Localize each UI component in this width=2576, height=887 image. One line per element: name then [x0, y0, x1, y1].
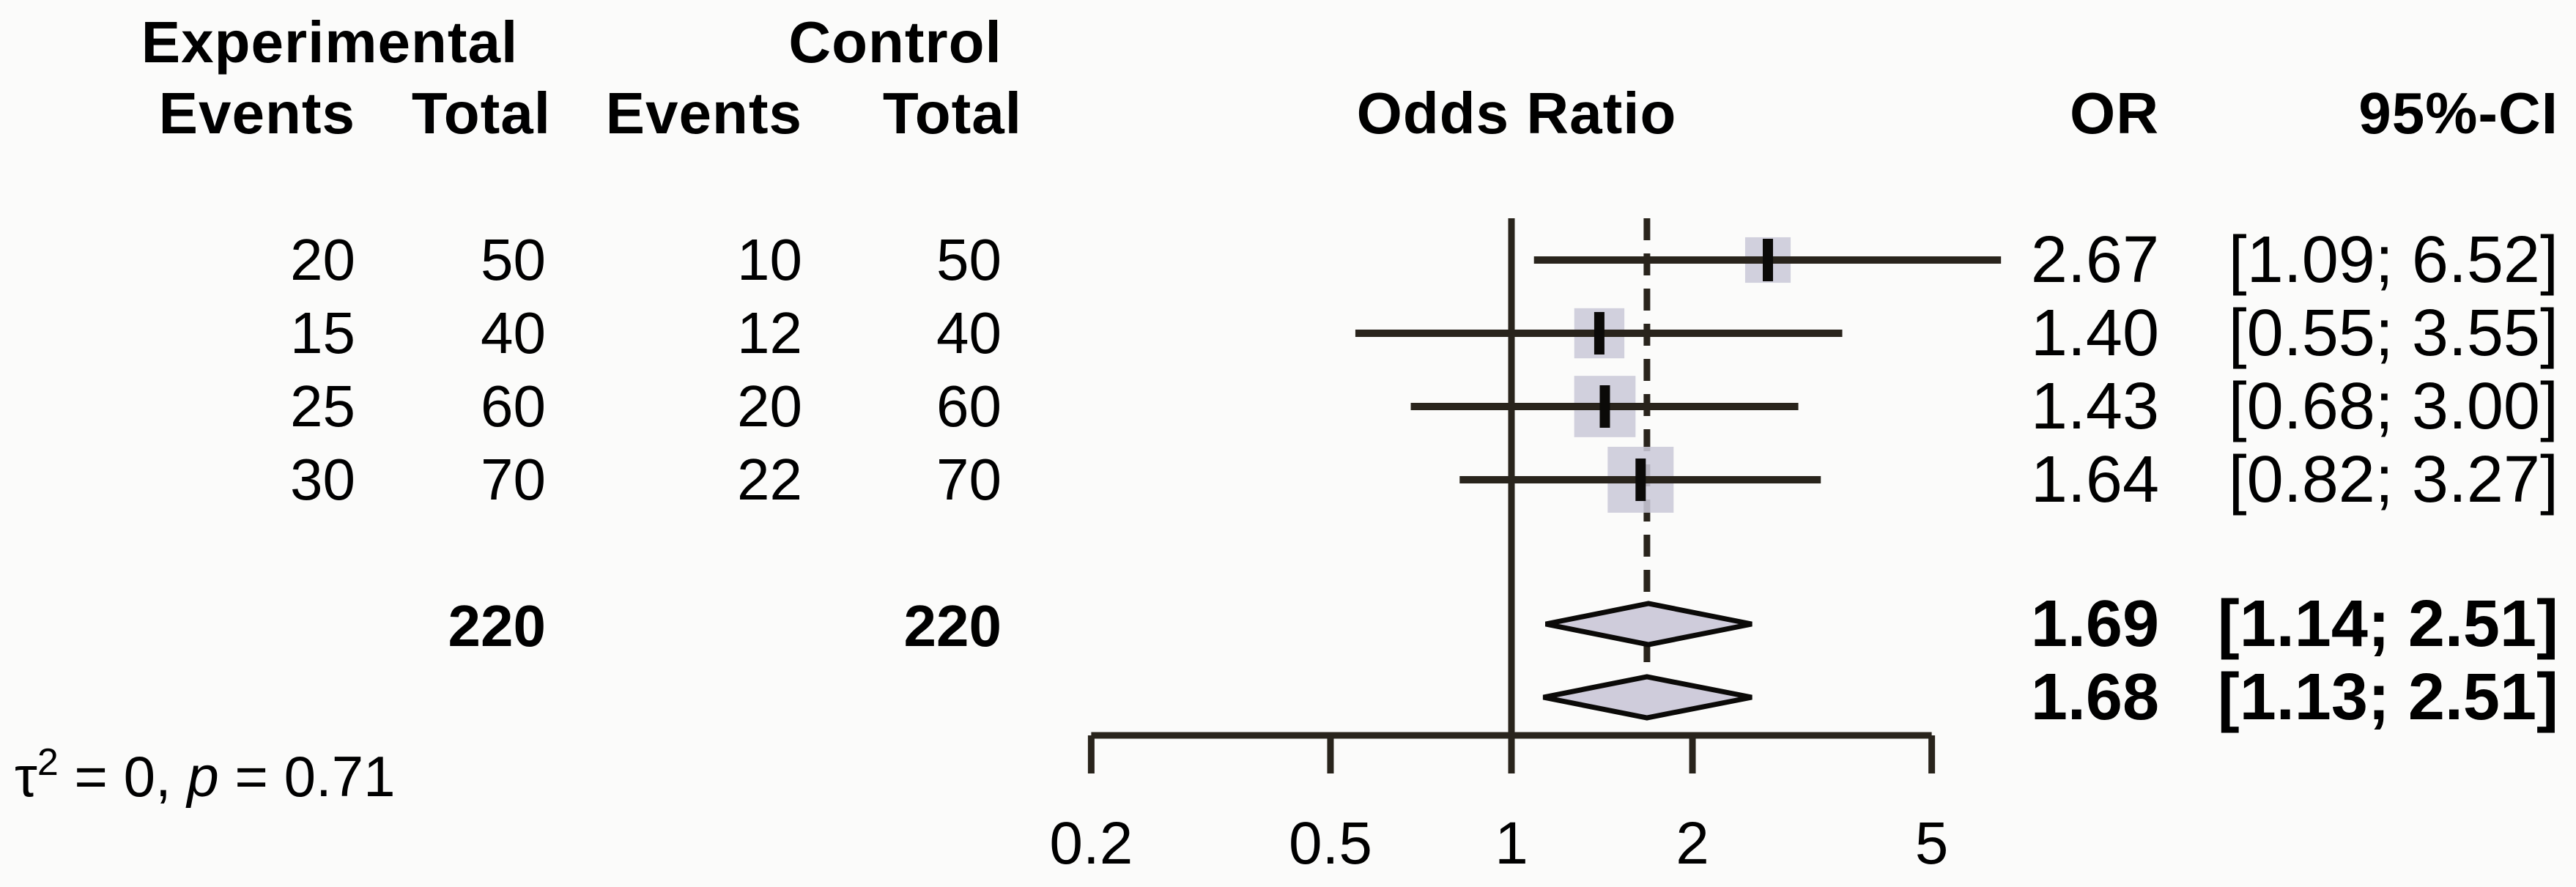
pooled-or-fixed: 1.69	[2030, 587, 2159, 661]
pooled-diamond-fixed	[1545, 601, 1753, 647]
pooled-or-random: 1.68	[2030, 661, 2159, 734]
header-control-events: Events	[605, 81, 802, 146]
ctrl-events-value: 10	[737, 227, 802, 292]
or-value: 1.43	[2030, 370, 2159, 443]
header-odds-ratio: Odds Ratio	[1356, 81, 1677, 146]
control-grand-total: 220	[903, 593, 1002, 658]
point-estimate-marker	[1599, 385, 1610, 428]
header-experimental-total: Total	[411, 81, 551, 146]
exp-events-value: 25	[290, 374, 355, 439]
x-axis-tick-label: 0.2	[1049, 810, 1133, 877]
tau-value: = 0,	[58, 743, 188, 809]
x-axis-tick-label: 1	[1495, 810, 1528, 877]
x-axis-tick-label: 0.5	[1289, 810, 1372, 877]
exp-total-value: 50	[481, 227, 546, 292]
point-estimate-marker	[1594, 312, 1605, 355]
ctrl-total-value: 70	[936, 447, 1002, 512]
ctrl-events-value: 22	[737, 447, 802, 512]
or-value: 1.64	[2030, 443, 2159, 516]
point-estimate-marker	[1635, 459, 1646, 501]
exp-total-value: 70	[481, 447, 546, 512]
point-estimate-marker	[1763, 239, 1774, 281]
tau-exponent: 2	[37, 741, 59, 784]
exp-events-value: 15	[290, 300, 355, 365]
ctrl-events-value: 12	[737, 300, 802, 365]
ci-value: [0.82; 3.27]	[2228, 443, 2558, 516]
exp-total-value: 60	[481, 374, 546, 439]
exp-events-value: 20	[290, 227, 355, 292]
ctrl-total-value: 50	[936, 227, 1002, 292]
x-axis-tick-label: 2	[1676, 810, 1709, 877]
header-95ci: 95%-CI	[2358, 81, 2558, 146]
ci-value: [0.68; 3.00]	[2228, 370, 2558, 443]
p-symbol: p	[187, 743, 219, 809]
pooled-ci-fixed: [1.14; 2.51]	[2217, 587, 2558, 661]
p-value: = 0.71	[218, 743, 396, 809]
heterogeneity-stats: τ2 = 0, p = 0.71	[15, 743, 395, 805]
header-experimental-events: Events	[158, 81, 355, 146]
or-value: 1.40	[2030, 297, 2159, 370]
pooled-ci-random: [1.13; 2.51]	[2217, 661, 2558, 734]
header-control-group: Control	[788, 10, 1002, 75]
ci-value: [1.09; 6.52]	[2228, 223, 2558, 297]
or-value: 2.67	[2030, 223, 2159, 297]
ci-value: [0.55; 3.55]	[2228, 297, 2558, 370]
exp-events-value: 30	[290, 447, 355, 512]
x-axis-tick-label: 5	[1915, 810, 1949, 877]
header-experimental-group: Experimental	[141, 10, 519, 75]
exp-total-value: 40	[481, 300, 546, 365]
experimental-grand-total: 220	[448, 593, 546, 658]
tau-symbol: τ	[15, 743, 37, 809]
header-control-total: Total	[882, 81, 1022, 146]
ctrl-total-value: 60	[936, 374, 1002, 439]
ctrl-total-value: 40	[936, 300, 1002, 365]
ctrl-events-value: 20	[737, 374, 802, 439]
header-or: OR	[2070, 81, 2159, 146]
pooled-diamond-random	[1542, 674, 1753, 721]
